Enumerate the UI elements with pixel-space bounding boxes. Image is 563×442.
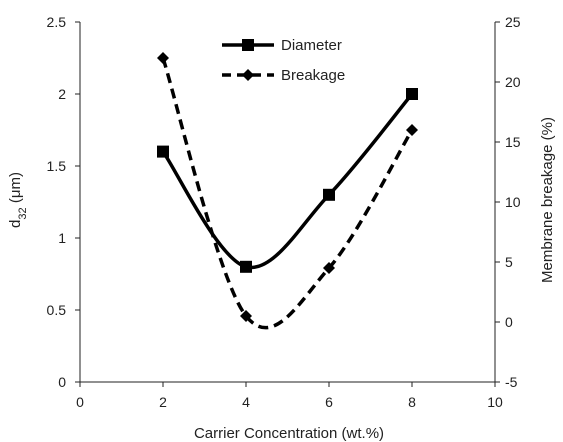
y2-tick-label: -5 (505, 374, 518, 390)
y-tick-label: 2.5 (47, 14, 67, 30)
y2-tick-label: 25 (505, 14, 521, 30)
y-tick-label: 2 (58, 86, 66, 102)
series-breakage-line (161, 57, 414, 330)
y2-axis-title: Membrane breakage (%) (539, 117, 556, 283)
series-breakage (157, 52, 418, 330)
svg-text:d32 (μm): d32 (μm) (7, 172, 29, 228)
x-tick-label: 2 (159, 394, 167, 410)
y-tick-label: 0.5 (47, 302, 67, 318)
y-axis-title-main: d (7, 220, 24, 228)
y2-tick-label: 15 (505, 134, 521, 150)
breakage-point (406, 124, 418, 136)
diameter-point (323, 188, 335, 201)
series-layer (157, 52, 418, 330)
x-tick-label: 6 (325, 394, 333, 410)
y2-tick-label: 10 (505, 194, 521, 210)
y-tick-label: 0 (58, 374, 66, 390)
diameter-point (406, 88, 418, 100)
legend-breakage-marker (242, 69, 254, 81)
y2-tick-label: 0 (505, 314, 513, 330)
axes: 0 2 4 6 8 10 0 0.5 1 1.5 2 2.5 -5 0 5 10 15 20 25 (47, 14, 521, 410)
x-tick-label: 8 (408, 394, 416, 410)
x-tick-label: 10 (487, 394, 503, 410)
diameter-point (157, 145, 169, 158)
y2-tick-label: 20 (505, 74, 521, 90)
legend-breakage-label: Breakage (281, 67, 345, 84)
legend: Diameter Breakage (222, 37, 345, 84)
breakage-point (240, 310, 252, 322)
y-tick-label: 1 (58, 230, 66, 246)
y-tick-label: 1.5 (47, 158, 67, 174)
legend-item-breakage: Breakage (222, 67, 345, 84)
x-tick-label: 4 (242, 394, 250, 410)
x-tick-label: 0 (76, 394, 84, 410)
breakage-point (157, 52, 169, 64)
series-diameter-line (161, 92, 414, 270)
x-axis-title: Carrier Concentration (wt.%) (194, 425, 384, 442)
y2-tick-label: 5 (505, 254, 513, 270)
series-diameter (157, 88, 418, 273)
y-axis-title: d32 (μm) (7, 172, 29, 228)
breakage-point (323, 262, 335, 274)
legend-diameter-marker (242, 39, 254, 51)
diameter-point (240, 260, 252, 273)
legend-item-diameter: Diameter (222, 37, 342, 54)
legend-diameter-label: Diameter (281, 37, 342, 54)
y-axis-title-sub: 32 (17, 207, 29, 219)
y-axis-title-rest: (μm) (7, 172, 24, 207)
